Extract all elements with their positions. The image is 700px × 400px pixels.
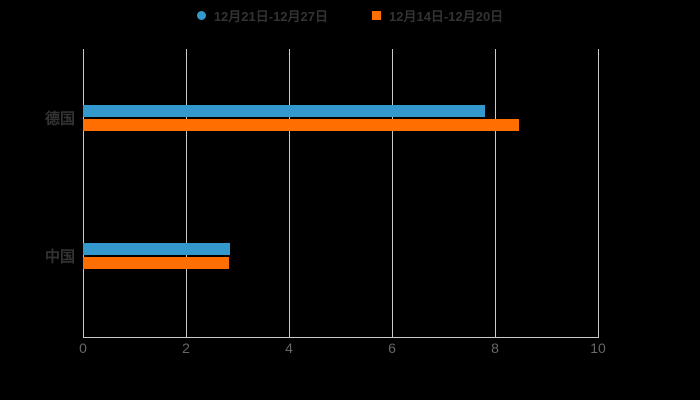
gridline [83, 49, 84, 337]
x-tick-label: 0 [79, 340, 87, 356]
legend: 12月21日-12月27日 12月14日-12月20日 [0, 6, 700, 24]
legend-item[interactable]: 12月21日-12月27日 [196, 6, 328, 25]
x-tick-label: 2 [182, 340, 190, 356]
x-tick-label: 10 [590, 340, 606, 356]
bar-segment[interactable] [83, 104, 485, 117]
y-tick-label: 德国 [44, 110, 75, 127]
gridline [289, 49, 290, 337]
bar-segment[interactable] [83, 242, 230, 255]
gridline [392, 49, 393, 337]
gridline [598, 49, 599, 337]
x-tick-label: 6 [388, 340, 396, 356]
y-tick-label: 中国 [44, 248, 75, 265]
gridline [186, 49, 187, 337]
x-tick-label: 4 [285, 340, 293, 356]
x-axis-line [83, 337, 599, 338]
square-marker-icon [372, 10, 381, 20]
legend-item-label: 12月21日-12月27日 [213, 8, 328, 24]
legend-item[interactable]: 12月14日-12月20日 [372, 6, 503, 25]
gridline [495, 49, 496, 337]
bar-segment[interactable] [83, 118, 520, 131]
x-tick-label: 8 [491, 340, 499, 356]
circle-marker-icon [196, 10, 206, 20]
bar-segment[interactable] [83, 256, 229, 269]
legend-item-label: 12月14日-12月20日 [389, 8, 504, 24]
